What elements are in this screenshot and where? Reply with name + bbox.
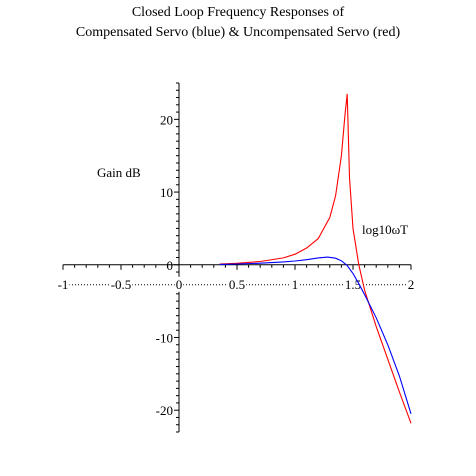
curves <box>219 93 412 424</box>
x-tick-label: 2 <box>408 277 415 292</box>
x-tick-label: -0.5 <box>111 277 132 292</box>
axes <box>63 83 411 432</box>
x-tick-label-bg <box>290 276 300 292</box>
y-tick-label: 10 <box>160 185 173 200</box>
x-tick-label-bg <box>406 276 416 292</box>
x-tick-label: 0 <box>176 277 183 292</box>
chart-title-line-1: Closed Loop Frequency Responses of <box>131 5 345 20</box>
x-tick-label: 1 <box>292 277 299 292</box>
y-tick-label: 20 <box>160 112 173 127</box>
y-axis-label: Gain dB <box>97 165 141 180</box>
y-tick-label: -10 <box>156 330 173 345</box>
chart-title-line-2: Compensated Servo (blue) & Uncompensated… <box>75 25 401 40</box>
x-tick-label: -1 <box>58 277 69 292</box>
y-tick-label: 0 <box>167 258 174 273</box>
x-tick-label-bg <box>109 276 133 292</box>
x-tick-label: 0.5 <box>229 277 245 292</box>
x-tick-label-bg <box>174 276 184 292</box>
y-tick-label: -20 <box>156 403 173 418</box>
compensated-curve-blue <box>219 256 412 414</box>
x-tick-label-bg <box>227 276 247 292</box>
x-tick-label-bg <box>56 276 70 292</box>
uncompensated-curve-red <box>219 93 412 424</box>
x-axis-label: log10ωT <box>362 222 408 237</box>
